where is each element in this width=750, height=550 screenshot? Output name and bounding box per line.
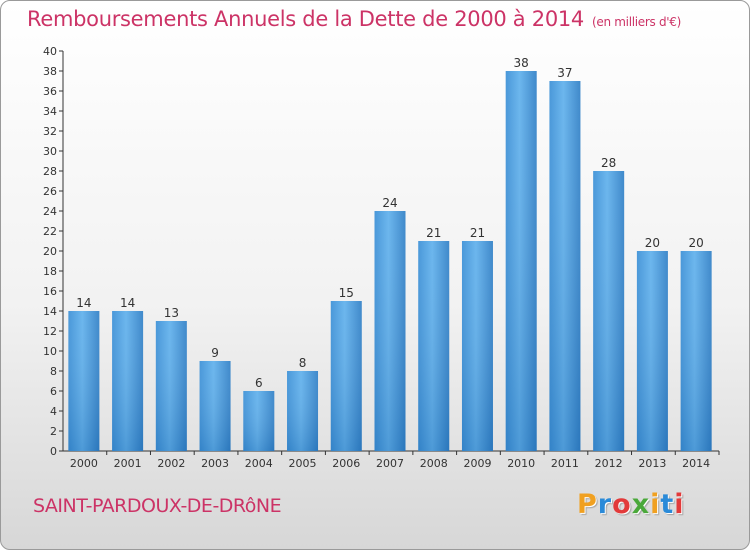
y-tick-label: 24 [43,205,57,218]
data-label: 8 [299,356,307,370]
x-tick-label: 2005 [289,457,317,470]
data-label: 20 [688,236,703,250]
x-tick-label: 2007 [376,457,404,470]
bar-shade [68,311,100,451]
bar-shade [549,81,581,451]
data-label: 15 [339,286,354,300]
y-tick-label: 6 [50,385,57,398]
y-tick-label: 0 [50,445,57,458]
commune-name: SAINT-PARDOUX-DE-DRôNE [33,495,282,517]
y-tick-label: 18 [43,265,57,278]
bar-shade [680,251,712,451]
chart-unit: (en milliers d'€) [592,15,682,29]
data-label: 20 [645,236,660,250]
data-label: 14 [120,296,135,310]
logo-letter: t [660,489,675,520]
y-tick-label: 26 [43,185,57,198]
y-tick-label: 32 [43,125,57,138]
y-tick-label: 30 [43,145,57,158]
x-tick-label: 2001 [114,457,142,470]
y-tick-label: 8 [50,365,57,378]
data-label: 37 [557,66,572,80]
bar-shade [199,361,231,451]
y-tick-label: 22 [43,225,57,238]
data-label: 14 [76,296,91,310]
data-label: 28 [601,156,616,170]
data-label: 24 [382,196,397,210]
y-tick-label: 2 [50,425,57,438]
y-tick-label: 10 [43,345,57,358]
data-label: 38 [514,56,529,70]
bar-shade [374,211,406,451]
x-tick-label: 2009 [463,457,491,470]
logo-letter: P [577,489,598,520]
x-tick-label: 2011 [551,457,579,470]
logo-letter: i [650,489,661,520]
y-tick-label: 12 [43,325,57,338]
bar-shade [243,391,275,451]
bar-shade [636,251,668,451]
logo-letter: i [674,489,685,520]
bar-shade [155,321,187,451]
proxiti-logo: Proxiti [577,489,685,520]
data-label: 21 [426,226,441,240]
y-tick-label: 14 [43,305,57,318]
bar-shade [112,311,144,451]
x-tick-label: 2002 [157,457,185,470]
y-tick-label: 28 [43,165,57,178]
x-tick-label: 2014 [682,457,710,470]
data-label: 13 [164,306,179,320]
bar-shade [330,301,362,451]
x-tick-label: 2012 [595,457,623,470]
logo-letter: o [612,489,632,520]
y-tick-label: 4 [50,405,57,418]
bar-shade [505,71,537,451]
bar-shade [418,241,450,451]
y-tick-label: 16 [43,285,57,298]
y-tick-label: 40 [43,45,57,58]
bar-shade [287,371,319,451]
bar-shade [593,171,625,451]
chart-title-text: Remboursements Annuels de la Dette de 20… [27,7,584,31]
y-tick-label: 38 [43,65,57,78]
x-tick-label: 2006 [332,457,360,470]
y-tick-label: 34 [43,105,57,118]
x-tick-label: 2013 [638,457,666,470]
x-tick-label: 2008 [420,457,448,470]
y-tick-label: 20 [43,245,57,258]
y-tick-label: 36 [43,85,57,98]
data-label: 6 [255,376,263,390]
chart-title: Remboursements Annuels de la Dette de 20… [27,7,681,31]
x-tick-label: 2003 [201,457,229,470]
logo-letter: r [597,489,613,520]
logo-letter: x [631,489,651,520]
data-label: 21 [470,226,485,240]
x-tick-label: 2004 [245,457,273,470]
bar-shade [461,241,493,451]
data-label: 9 [211,346,219,360]
x-tick-label: 2010 [507,457,535,470]
x-tick-label: 2000 [70,457,98,470]
